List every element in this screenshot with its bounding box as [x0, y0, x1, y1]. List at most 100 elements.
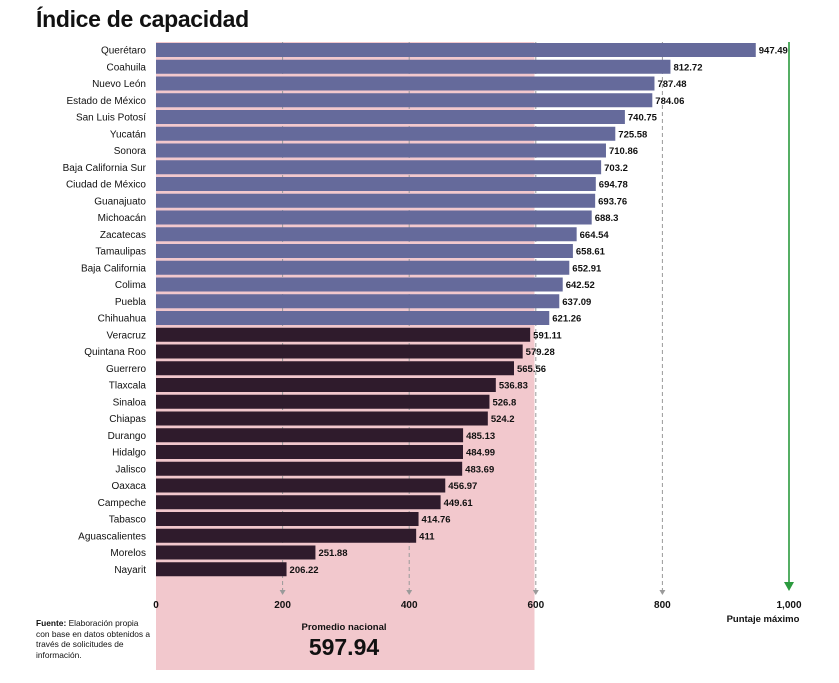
bar-17: [156, 327, 531, 342]
category-label-5: Yucatán: [110, 129, 146, 140]
bar-18: [156, 344, 523, 359]
value-label-13: 652.91: [572, 263, 602, 274]
category-label-20: Tlaxcala: [109, 381, 147, 392]
category-label-15: Puebla: [115, 297, 147, 308]
value-label-2: 787.48: [657, 79, 686, 90]
value-label-25: 483.69: [465, 464, 494, 475]
bar-23: [156, 428, 464, 443]
value-label-14: 642.52: [566, 280, 595, 291]
x-tick-label-200: 200: [274, 600, 291, 611]
x-axis: 0 200 400 600 800 1,000: [153, 600, 802, 611]
grid-arrow-400: [406, 590, 413, 595]
category-label-16: Chihuahua: [98, 314, 147, 325]
value-label-24: 484.99: [466, 448, 495, 459]
value-label-1: 812.72: [673, 62, 702, 73]
value-label-18: 579.28: [526, 347, 555, 358]
value-label-31: 206.22: [290, 565, 319, 576]
max-arrow-head: [784, 582, 794, 591]
value-label-20: 536.83: [499, 381, 528, 392]
category-label-6: Sonora: [114, 146, 147, 157]
value-label-28: 414.76: [422, 515, 451, 526]
bar-1: [156, 59, 671, 74]
category-label-25: Jalisco: [115, 464, 146, 475]
source-label: Fuente:: [36, 618, 67, 628]
category-label-17: Veracruz: [107, 330, 146, 341]
value-label-0: 947.49: [759, 46, 788, 57]
category-label-10: Michoacán: [98, 213, 146, 224]
value-label-3: 784.06: [655, 96, 684, 107]
bar-15: [156, 294, 560, 309]
bar-29: [156, 528, 417, 543]
value-label-6: 710.86: [609, 146, 638, 157]
bar-21: [156, 394, 490, 409]
x-tick-label-0: 0: [153, 600, 159, 611]
bar-6: [156, 143, 606, 158]
average-value: 597.94: [308, 634, 380, 660]
category-label-28: Tabasco: [109, 515, 147, 526]
bar-31: [156, 562, 287, 577]
value-label-8: 694.78: [599, 180, 628, 191]
bar-27: [156, 495, 441, 510]
category-labels: Querétaro Coahuila Nuevo León Estado de Méx…: [63, 46, 147, 576]
bar-22: [156, 411, 488, 426]
category-label-7: Baja California Sur: [63, 163, 147, 174]
category-label-2: Nuevo León: [92, 79, 146, 90]
x-tick-label-800: 800: [654, 600, 671, 611]
category-label-0: Querétaro: [101, 46, 146, 57]
x-tick-label-400: 400: [401, 600, 418, 611]
category-label-14: Colima: [115, 280, 147, 291]
category-label-8: Ciudad de México: [66, 180, 146, 191]
value-label-16: 621.26: [552, 314, 581, 325]
category-label-12: Tamaulipas: [95, 247, 146, 258]
bar-3: [156, 93, 653, 108]
value-labels: 947.49 812.72 787.48 784.06 740.75 725.58 710.…: [290, 46, 788, 576]
grid-arrow-800: [659, 590, 666, 595]
bar-8: [156, 177, 596, 191]
value-label-22: 524.2: [491, 414, 515, 425]
category-label-3: Estado de México: [67, 96, 147, 107]
bar-26: [156, 478, 446, 493]
max-score-label: Puntaje máximo: [727, 614, 800, 625]
value-label-7: 703.2: [604, 163, 628, 174]
bar-5: [156, 126, 616, 141]
bar-11: [156, 227, 577, 242]
bar-25: [156, 461, 463, 476]
x-tick-label-1000: 1,000: [776, 600, 801, 611]
bar-20: [156, 378, 496, 392]
bar-0: [156, 43, 756, 57]
bar-9: [156, 193, 596, 208]
value-label-12: 658.61: [576, 247, 606, 258]
value-label-27: 449.61: [444, 498, 474, 509]
category-label-22: Chiapas: [109, 414, 146, 425]
category-label-18: Quintana Roo: [84, 347, 146, 358]
category-label-1: Coahuila: [107, 62, 147, 73]
bars: [156, 43, 756, 577]
bar-10: [156, 210, 592, 225]
category-label-24: Hidalgo: [112, 448, 146, 459]
grid-arrow-600: [532, 590, 539, 595]
value-label-11: 664.54: [580, 230, 610, 241]
category-label-26: Oaxaca: [112, 481, 147, 492]
bar-16: [156, 311, 550, 325]
chart-title: Índice de capacidad: [36, 6, 249, 32]
category-label-9: Guanajuato: [94, 196, 146, 207]
value-label-26: 456.97: [448, 481, 477, 492]
value-label-21: 526.8: [492, 397, 516, 408]
category-label-27: Campeche: [98, 498, 147, 509]
max-score-marker: Puntaje máximo: [727, 42, 800, 625]
bar-24: [156, 445, 463, 459]
value-label-9: 693.76: [598, 196, 627, 207]
bar-28: [156, 512, 419, 526]
bar-7: [156, 160, 602, 175]
bar-30: [156, 545, 316, 560]
value-label-15: 637.09: [562, 297, 591, 308]
value-label-10: 688.3: [595, 213, 619, 224]
value-label-17: 591.11: [533, 330, 562, 341]
value-label-19: 565.56: [517, 364, 546, 375]
bar-4: [156, 110, 625, 124]
category-label-31: Nayarit: [114, 565, 146, 576]
category-label-29: Aguascalientes: [78, 531, 146, 542]
bar-12: [156, 244, 573, 258]
average-label: Promedio nacional: [301, 622, 387, 633]
